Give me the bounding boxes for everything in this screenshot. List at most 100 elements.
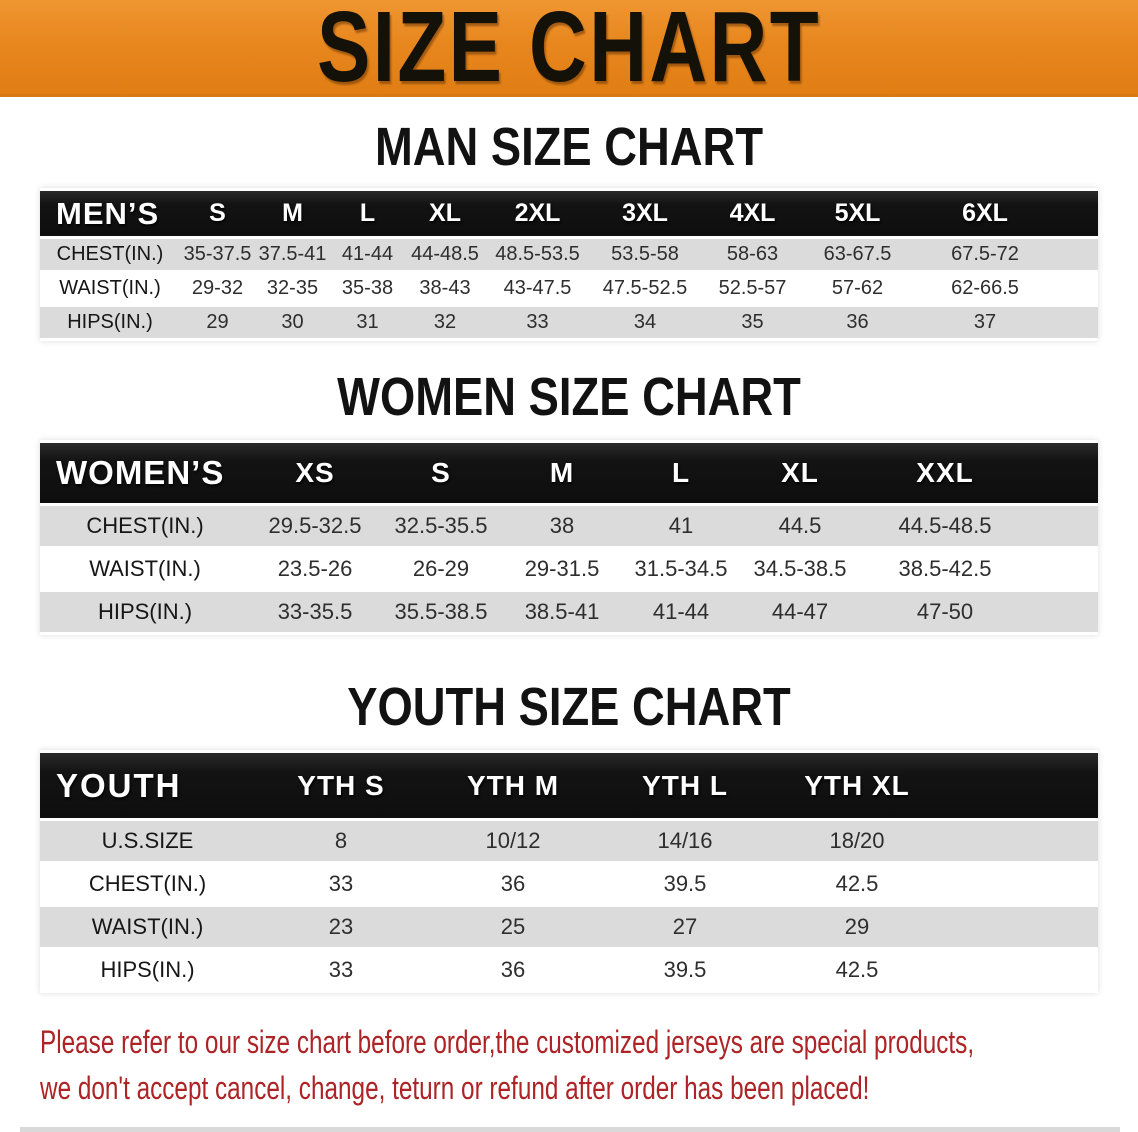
size-col-header: L: [622, 443, 740, 503]
size-value: 32.5-35.5: [380, 506, 502, 546]
table-row: WAIST(IN.) 23 25 27 29: [40, 907, 1098, 947]
size-value: 37: [910, 307, 1060, 338]
size-value: 67.5-72: [910, 239, 1060, 270]
size-col-header: 3XL: [590, 191, 700, 236]
row-label: HIPS(IN.): [40, 307, 180, 338]
size-value: 33-35.5: [250, 592, 380, 632]
youth-section-heading: YOUTH SIZE CHART: [0, 680, 1138, 734]
table-row: HIPS(IN.) 33-35.5 35.5-38.5 38.5-41 41-4…: [40, 592, 1098, 632]
size-col-header: XXL: [860, 443, 1030, 503]
row-label: CHEST(IN.): [40, 864, 255, 904]
filler-cell: [943, 950, 1098, 990]
banner-title: SIZE CHART: [317, 0, 821, 97]
size-value: 53.5-58: [590, 239, 700, 270]
size-value: 34.5-38.5: [740, 549, 860, 589]
row-label: WAIST(IN.): [40, 273, 180, 304]
size-value: 8: [255, 821, 427, 861]
size-value: 29.5-32.5: [250, 506, 380, 546]
women-category-label: WOMEN’S: [40, 443, 250, 503]
row-label: WAIST(IN.): [40, 907, 255, 947]
disclaimer-line-2: we don't accept cancel, change, teturn o…: [40, 1070, 870, 1106]
size-value: 32-35: [255, 273, 330, 304]
youth-size-table: YOUTH YTH S YTH M YTH L YTH XL U.S.SIZE …: [40, 750, 1098, 993]
banner: SIZE CHART: [0, 0, 1138, 97]
men-category-label: MEN’S: [40, 191, 180, 236]
size-value: 38-43: [405, 273, 485, 304]
size-value: 27: [599, 907, 771, 947]
youth-category-label: YOUTH: [40, 753, 255, 818]
size-col-header: YTH XL: [771, 753, 943, 818]
size-value: 38.5-42.5: [860, 549, 1030, 589]
size-value: 33: [255, 950, 427, 990]
size-value: 14/16: [599, 821, 771, 861]
size-value: 44.5: [740, 506, 860, 546]
size-value: 42.5: [771, 864, 943, 904]
size-col-header: 4XL: [700, 191, 805, 236]
size-col-header: XL: [740, 443, 860, 503]
disclaimer-note: Please refer to our size chart before or…: [0, 1019, 1138, 1111]
size-value: 10/12: [427, 821, 599, 861]
row-label: CHEST(IN.): [40, 506, 250, 546]
size-value: 29-32: [180, 273, 255, 304]
size-value: 58-63: [700, 239, 805, 270]
size-value: 44-48.5: [405, 239, 485, 270]
size-value: 29-31.5: [502, 549, 622, 589]
size-col-header: S: [380, 443, 502, 503]
size-col-header: L: [330, 191, 405, 236]
size-value: 33: [485, 307, 590, 338]
size-col-header: YTH S: [255, 753, 427, 818]
row-label: CHEST(IN.): [40, 239, 180, 270]
table-row: CHEST(IN.) 29.5-32.5 32.5-35.5 38 41 44.…: [40, 506, 1098, 546]
size-value: 57-62: [805, 273, 910, 304]
size-value: 47.5-52.5: [590, 273, 700, 304]
disclaimer-line-1: Please refer to our size chart before or…: [40, 1024, 975, 1060]
size-value: 62-66.5: [910, 273, 1060, 304]
size-value: 42.5: [771, 950, 943, 990]
size-value: 39.5: [599, 950, 771, 990]
women-header-row: WOMEN’S XS S M L XL XXL: [40, 443, 1098, 503]
size-value: 34: [590, 307, 700, 338]
size-value: 36: [427, 950, 599, 990]
bottom-edge-strip: [20, 1127, 1120, 1132]
women-section-heading: WOMEN SIZE CHART: [0, 367, 1138, 427]
size-value: 47-50: [860, 592, 1030, 632]
size-value: 38: [502, 506, 622, 546]
table-row: CHEST(IN.) 35-37.5 37.5-41 41-44 44-48.5…: [40, 239, 1098, 270]
row-label: HIPS(IN.): [40, 950, 255, 990]
size-value: 31: [330, 307, 405, 338]
header-filler-cell: [943, 753, 1098, 818]
size-value: 48.5-53.5: [485, 239, 590, 270]
size-value: 35-37.5: [180, 239, 255, 270]
filler-cell: [943, 864, 1098, 904]
filler-cell: [1060, 307, 1098, 338]
table-row: U.S.SIZE 8 10/12 14/16 18/20: [40, 821, 1098, 861]
size-value: 44.5-48.5: [860, 506, 1030, 546]
size-value: 41-44: [330, 239, 405, 270]
size-value: 41: [622, 506, 740, 546]
size-value: 38.5-41: [502, 592, 622, 632]
table-row: HIPS(IN.) 33 36 39.5 42.5: [40, 950, 1098, 990]
row-label: U.S.SIZE: [40, 821, 255, 861]
size-col-header: YTH L: [599, 753, 771, 818]
size-col-header: YTH M: [427, 753, 599, 818]
filler-cell: [1030, 592, 1098, 632]
size-value: 44-47: [740, 592, 860, 632]
size-value: 35: [700, 307, 805, 338]
size-value: 29: [771, 907, 943, 947]
size-value: 23: [255, 907, 427, 947]
men-header-row: MEN’S S M L XL 2XL 3XL 4XL 5XL 6XL: [40, 191, 1098, 236]
size-value: 39.5: [599, 864, 771, 904]
men-size-table: MEN’S S M L XL 2XL 3XL 4XL 5XL 6XL CHEST…: [40, 188, 1098, 341]
size-col-header: M: [502, 443, 622, 503]
women-heading-text: WOMEN SIZE CHART: [337, 367, 801, 427]
size-col-header: 6XL: [910, 191, 1060, 236]
size-value: 32: [405, 307, 485, 338]
size-value: 43-47.5: [485, 273, 590, 304]
size-value: 52.5-57: [700, 273, 805, 304]
size-value: 31.5-34.5: [622, 549, 740, 589]
size-value: 18/20: [771, 821, 943, 861]
size-col-header: XS: [250, 443, 380, 503]
filler-cell: [943, 907, 1098, 947]
men-heading-text: MAN SIZE CHART: [374, 117, 764, 177]
